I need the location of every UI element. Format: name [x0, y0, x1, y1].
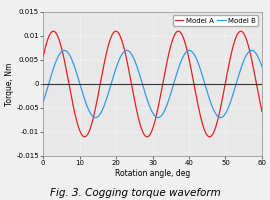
Model A: [114, 30, 117, 32]
Model B: [212, 110, 216, 112]
Model A: [260, 110, 264, 113]
Model B: [217, 115, 220, 118]
Model A: [130, 85, 133, 87]
X-axis label: Rotation angle, deg: Rotation angle, deg: [115, 169, 190, 178]
Legend: Model A, Model B: Model A, Model B: [173, 15, 258, 26]
Model A: [208, 136, 211, 138]
Line: Model B: Model B: [43, 50, 262, 118]
Y-axis label: Torque, Nm: Torque, Nm: [5, 62, 14, 106]
Model B: [94, 116, 97, 119]
Model B: [42, 100, 45, 103]
Model B: [188, 49, 191, 52]
Model A: [42, 55, 45, 58]
Model B: [192, 53, 195, 55]
Model A: [192, 81, 195, 83]
Model A: [64, 65, 67, 67]
Model B: [138, 74, 141, 76]
Model B: [260, 65, 264, 68]
Model A: [217, 117, 220, 120]
Model B: [64, 49, 67, 52]
Text: Fig. 3. Cogging torque waveform: Fig. 3. Cogging torque waveform: [50, 188, 220, 198]
Model A: [138, 122, 141, 124]
Line: Model A: Model A: [43, 31, 262, 137]
Model A: [212, 130, 216, 132]
Model B: [130, 53, 133, 56]
